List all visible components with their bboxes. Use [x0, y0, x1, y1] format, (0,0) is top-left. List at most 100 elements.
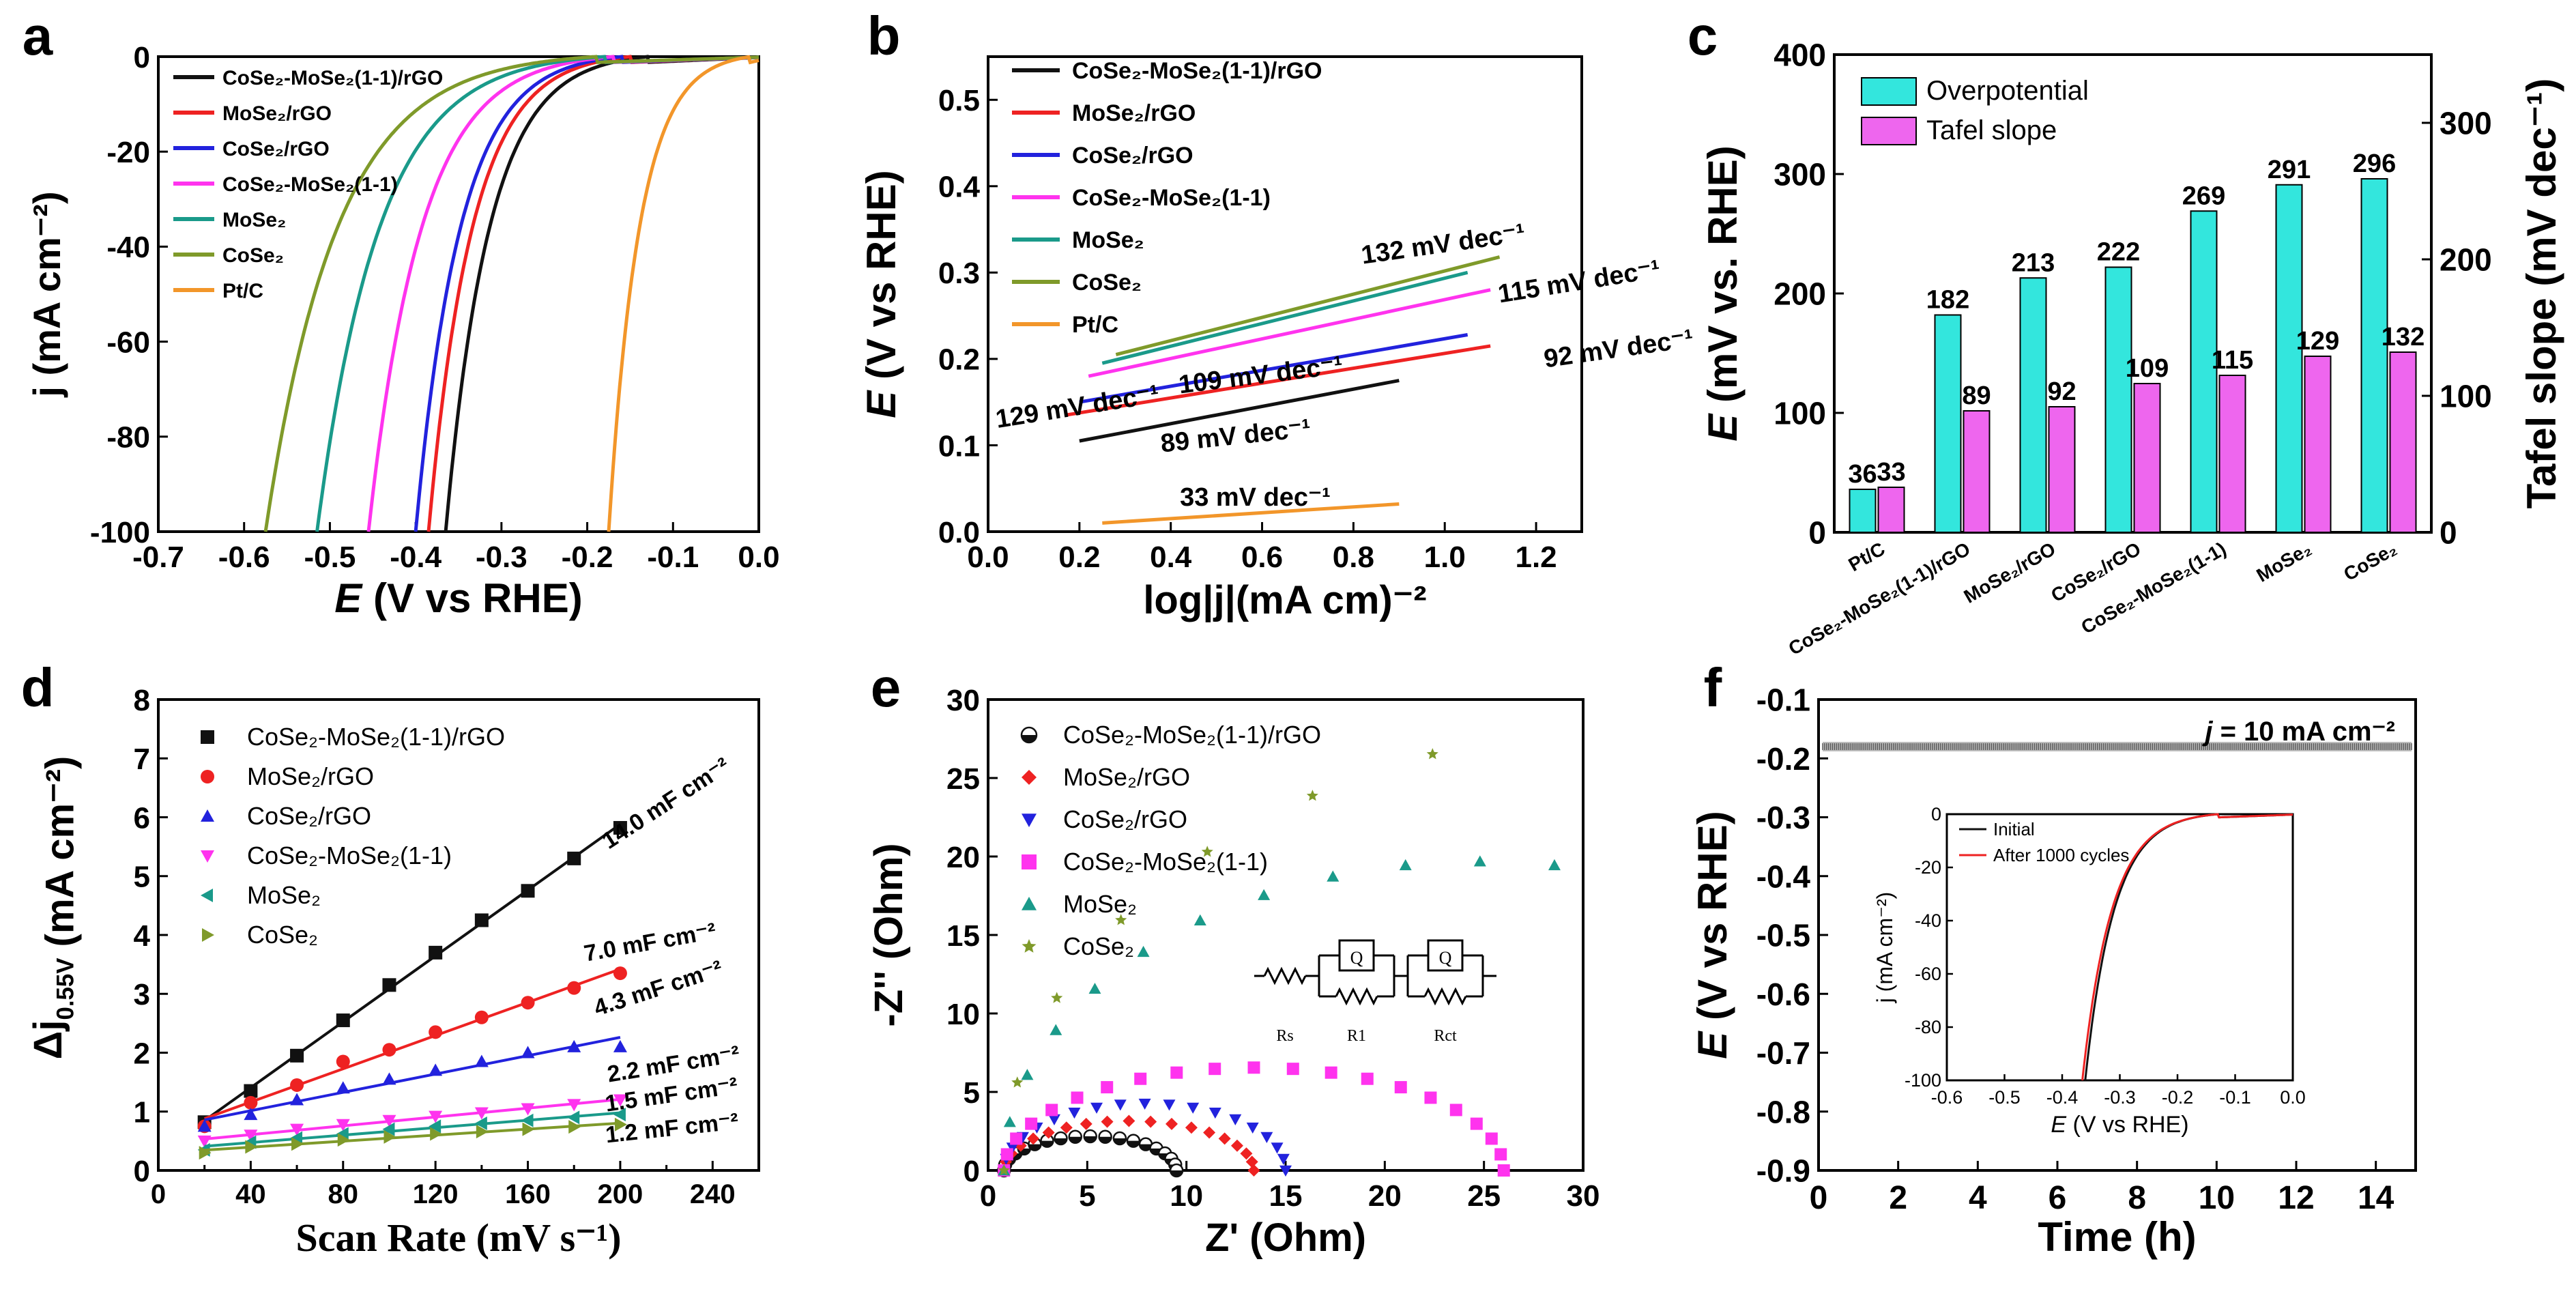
inset-x-tick-label: 0.0	[2280, 1087, 2306, 1108]
x-tick-label: 4	[1969, 1180, 1987, 1216]
legend-label: CoSe₂-MoSe₂(1-1)/rGO	[247, 723, 505, 751]
x-tick-label: -0.3	[476, 541, 527, 574]
inset-y-axis-label: j (mA cm⁻²)	[1872, 892, 1897, 1004]
legend-label: CoSe₂-MoSe₂(1-1)	[1063, 848, 1268, 876]
legend-swatch	[1861, 77, 1917, 106]
data-point	[429, 1119, 442, 1134]
category-label: CoSe₂	[2340, 538, 2400, 585]
data-point	[382, 978, 396, 992]
data-point	[1006, 1142, 1019, 1154]
x-tick-label: 80	[328, 1179, 359, 1209]
marker-fill	[1139, 1144, 1152, 1151]
legend-label: CoSe₂-MoSe₂(1-1)/rGO	[1072, 58, 1322, 84]
data-point	[474, 1117, 487, 1130]
bar-value-label: 269	[2182, 182, 2225, 210]
legend-marker	[1022, 939, 1037, 953]
inset-legend-label: Initial	[1993, 819, 2035, 839]
data-point	[1060, 1121, 1073, 1134]
label-part: E	[2051, 1112, 2066, 1138]
y-tick-label: -20	[106, 136, 150, 169]
data-point	[1361, 1072, 1374, 1085]
x-tick-label: 0	[1810, 1180, 1828, 1216]
data-point	[1101, 1081, 1114, 1094]
data-point	[1045, 1104, 1058, 1117]
x-axis-label: log|j|(mA cm)⁻²	[1143, 578, 1426, 622]
legend-label: MoSe₂	[247, 881, 321, 909]
data-point	[1068, 1129, 1082, 1144]
data-point	[998, 1164, 1010, 1176]
fit-line	[204, 1121, 621, 1152]
data-point	[1201, 846, 1213, 857]
panel-f: 0 2 4 6 8 10 12 14 -0.1 -0.2 -0.3 -0.4 -0.5 -0.6 -0.7 -…	[1690, 657, 2417, 1260]
legend-label: CoSe₂-MoSe₂(1-1)/rGO	[222, 67, 443, 89]
data-point	[244, 1084, 258, 1098]
equivalent-circuit: Q Q Rs R1 Rct	[1254, 939, 1496, 1045]
data-point	[1260, 1132, 1273, 1144]
data-point	[1071, 1091, 1084, 1104]
label-part: = 10 mA cm⁻²	[2212, 717, 2395, 747]
data-point	[290, 1131, 303, 1145]
slope-label: 129 mV dec⁻¹	[994, 380, 1161, 434]
data-point	[567, 981, 581, 995]
label-part: (mA cm⁻²)	[38, 756, 82, 958]
fit-line	[204, 1036, 621, 1121]
x-axis-label: Z' (Ohm)	[1205, 1215, 1366, 1260]
legend-label: MoSe₂	[222, 209, 286, 231]
y-axis-label: E (V vs RHE)	[1690, 811, 1735, 1059]
panel-letter: f	[1704, 657, 1722, 718]
bar-overpotential	[2190, 210, 2218, 533]
x-tick-label: 240	[690, 1179, 736, 1209]
series-line	[607, 55, 759, 532]
data-point	[1203, 1126, 1216, 1139]
y-tick-label: -0.6	[1756, 977, 1810, 1012]
data-point	[336, 1127, 349, 1141]
current-annotation: j = 10 mA cm⁻²	[2201, 717, 2395, 747]
x-tick-label: 10	[2199, 1180, 2235, 1216]
data-point	[1279, 1165, 1292, 1177]
data-point	[429, 1063, 443, 1076]
legend-label: MoSe₂/rGO	[1072, 100, 1196, 126]
y-tick-label: 15	[946, 919, 980, 953]
bar-value-label: 109	[2126, 354, 2169, 383]
plot-frame	[1833, 53, 2433, 534]
slope-label: 132 mV dec⁻¹	[1359, 218, 1526, 270]
data-point	[1011, 1076, 1024, 1088]
fit-line	[204, 1097, 621, 1141]
data-point	[290, 1123, 304, 1136]
panel-letter: b	[867, 5, 901, 66]
inset-frame	[1945, 813, 2294, 1082]
series-line	[444, 55, 759, 532]
bar-tafel	[2218, 375, 2246, 533]
y-tick-label: -80	[106, 421, 150, 455]
legend-label: CoSe₂/rGO	[247, 802, 371, 830]
legend-label: CoSe₂	[1072, 270, 1142, 296]
bar-overpotential	[2019, 277, 2047, 533]
legend-label: CoSe₂	[222, 244, 284, 267]
legend-swatch	[1861, 117, 1917, 145]
data-point	[382, 1114, 396, 1127]
data-point	[336, 1119, 350, 1132]
inset-legend-label: After 1000 cycles	[1993, 845, 2129, 865]
y-tick-label: 0.5	[938, 84, 980, 117]
capacitance-label: 4.3 mF cm⁻²	[591, 955, 726, 1022]
inset-series-line	[2081, 813, 2293, 1081]
x-tick-label: 200	[598, 1179, 643, 1209]
x-tick-label: 0	[151, 1179, 166, 1209]
data-point	[1187, 1102, 1200, 1114]
bar-overpotential	[2104, 266, 2132, 533]
data-point	[1101, 1115, 1114, 1128]
x-tick-label: -0.4	[390, 541, 442, 574]
x-axis-label: Time (h)	[2038, 1214, 2196, 1260]
legend-marker	[201, 770, 214, 783]
data-point	[568, 1120, 581, 1134]
cpe-label: Q	[1350, 948, 1363, 968]
data-point	[382, 1043, 396, 1057]
data-point	[613, 1108, 626, 1122]
bar-value-label: 92	[2047, 377, 2076, 406]
data-point	[474, 1107, 489, 1120]
data-point	[1424, 1091, 1437, 1104]
marker-fill	[1127, 1140, 1140, 1147]
x-axis-label: Scan Rate (mV s⁻¹)	[295, 1215, 621, 1260]
data-point	[429, 945, 443, 960]
data-point	[476, 1125, 489, 1139]
